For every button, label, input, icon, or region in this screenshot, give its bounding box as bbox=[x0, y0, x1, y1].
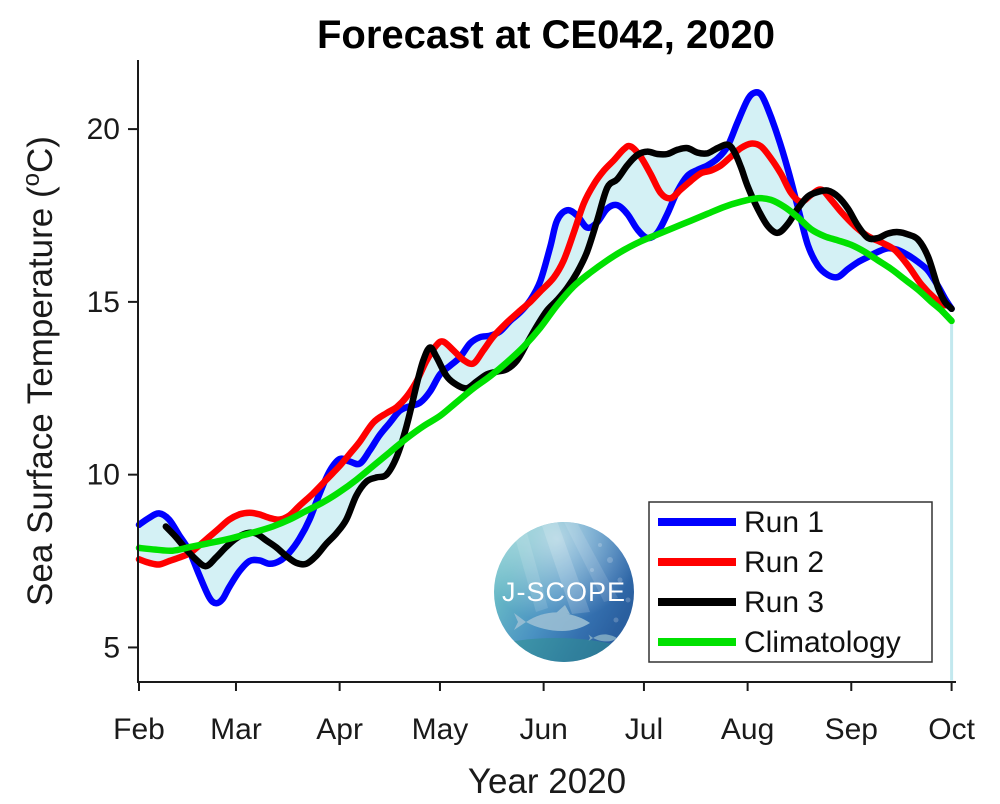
x-tick-label: Jun bbox=[519, 713, 567, 746]
x-tick-label: Mar bbox=[210, 713, 262, 746]
jscope-logo-text: J-SCOPE bbox=[502, 577, 626, 607]
light-ray bbox=[540, 522, 590, 614]
legend-label-climatology: Climatology bbox=[744, 626, 901, 659]
jscope-logo: J-SCOPE bbox=[494, 522, 634, 662]
light-ray bbox=[562, 522, 618, 602]
legend: Run 1 Run 2 Run 3 Climatology bbox=[648, 501, 933, 663]
x-tick-label: Sep bbox=[825, 713, 878, 746]
forecast-envelope bbox=[139, 92, 952, 604]
run-1-line bbox=[135, 89, 955, 607]
x-tick-label: Oct bbox=[928, 713, 975, 746]
climatology-line bbox=[135, 194, 955, 555]
y-tick-label: 15 bbox=[87, 286, 120, 319]
legend-label-run-3: Run 3 bbox=[744, 586, 824, 619]
x-tick-label: Aug bbox=[721, 713, 774, 746]
light-ray bbox=[512, 522, 548, 612]
small-fish-icon bbox=[588, 634, 618, 642]
legend-label-run-2: Run 2 bbox=[744, 546, 824, 579]
y-tick-label: 10 bbox=[87, 459, 120, 492]
x-tick-label: Feb bbox=[113, 713, 165, 746]
x-tick-label: Jul bbox=[625, 713, 663, 746]
series-lines bbox=[135, 89, 955, 607]
legend-label-run-1: Run 1 bbox=[744, 506, 824, 539]
axes bbox=[137, 60, 956, 683]
fish-icon bbox=[514, 605, 590, 631]
y-tick-label: 5 bbox=[103, 631, 120, 664]
tick-labels: Feb Mar Apr May Jun Jul Aug Sep Oct 5 10 15 20 bbox=[87, 113, 976, 746]
x-axis-label: Year 2020 bbox=[468, 762, 626, 801]
bubbles bbox=[590, 543, 631, 623]
y-tick-label: 20 bbox=[87, 113, 120, 146]
forecast-envelope-band bbox=[139, 92, 954, 681]
run-2-line bbox=[135, 140, 949, 568]
chart-title: Forecast at CE042, 2020 bbox=[317, 13, 775, 57]
x-tick-label: May bbox=[412, 713, 469, 746]
x-tick-label: Apr bbox=[316, 713, 363, 746]
y-axis-label: Sea Surface Temperature (oC) bbox=[18, 136, 60, 606]
legend-box bbox=[648, 501, 933, 663]
